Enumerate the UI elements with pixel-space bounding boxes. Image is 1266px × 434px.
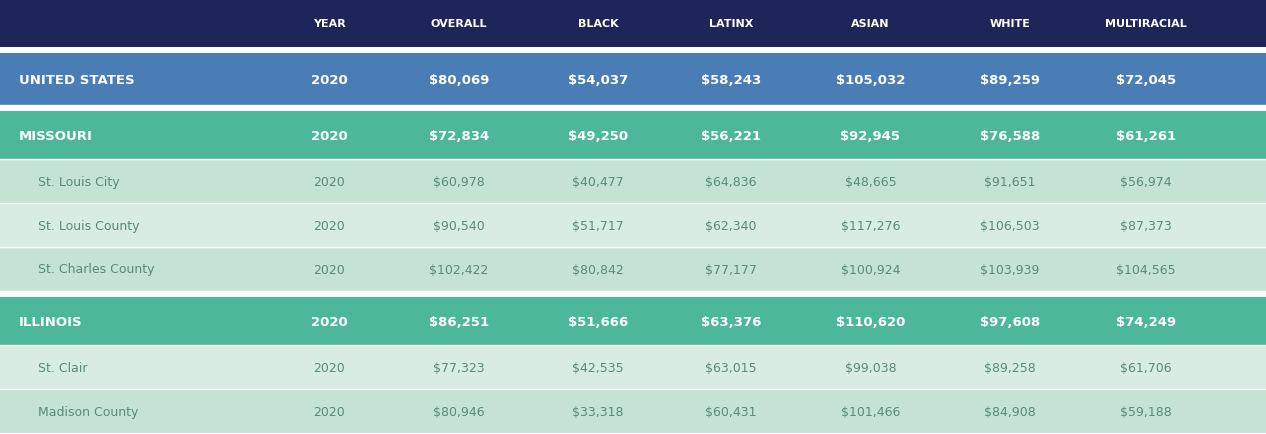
Text: St. Clair: St. Clair	[38, 361, 87, 374]
Bar	[0, 291, 1266, 297]
Text: $99,038: $99,038	[844, 361, 896, 374]
Text: $61,261: $61,261	[1115, 129, 1176, 142]
Text: $76,588: $76,588	[980, 129, 1039, 142]
Text: $110,620: $110,620	[836, 315, 905, 328]
Text: $101,466: $101,466	[841, 404, 900, 418]
Text: $80,946: $80,946	[433, 404, 485, 418]
Text: 2020: 2020	[313, 361, 346, 374]
Text: $63,015: $63,015	[705, 361, 757, 374]
Text: $89,258: $89,258	[984, 361, 1036, 374]
Text: $80,842: $80,842	[572, 263, 624, 276]
Text: $72,045: $72,045	[1115, 73, 1176, 86]
Text: St. Charles County: St. Charles County	[38, 263, 154, 276]
Bar	[0, 160, 1266, 204]
Text: MISSOURI: MISSOURI	[19, 129, 92, 142]
Text: $60,978: $60,978	[433, 175, 485, 188]
Text: $77,323: $77,323	[433, 361, 485, 374]
Text: $80,069: $80,069	[429, 73, 489, 86]
Text: $60,431: $60,431	[705, 404, 757, 418]
Bar	[0, 48, 1266, 54]
Text: 2020: 2020	[313, 175, 346, 188]
Bar	[0, 112, 1266, 160]
Text: $72,834: $72,834	[429, 129, 489, 142]
Text: $51,666: $51,666	[568, 315, 628, 328]
Text: UNITED STATES: UNITED STATES	[19, 73, 134, 86]
Bar	[0, 204, 1266, 247]
Text: WHITE: WHITE	[989, 19, 1031, 29]
Text: 2020: 2020	[313, 263, 346, 276]
Text: $87,373: $87,373	[1120, 219, 1171, 232]
Text: $117,276: $117,276	[841, 219, 900, 232]
Text: $89,259: $89,259	[980, 73, 1039, 86]
Text: 2020: 2020	[313, 219, 346, 232]
Text: Madison County: Madison County	[38, 404, 138, 418]
Text: St. Louis City: St. Louis City	[38, 175, 119, 188]
Text: $56,974: $56,974	[1120, 175, 1171, 188]
Text: $49,250: $49,250	[568, 129, 628, 142]
Text: $90,540: $90,540	[433, 219, 485, 232]
Text: $106,503: $106,503	[980, 219, 1039, 232]
Bar	[0, 389, 1266, 433]
Text: ASIAN: ASIAN	[851, 19, 890, 29]
Text: 2020: 2020	[310, 315, 348, 328]
Text: $61,706: $61,706	[1120, 361, 1171, 374]
Text: $56,221: $56,221	[701, 129, 761, 142]
Bar	[0, 345, 1266, 389]
Text: $42,535: $42,535	[572, 361, 624, 374]
Text: $58,243: $58,243	[701, 73, 761, 86]
Text: BLACK: BLACK	[577, 19, 619, 29]
Text: $97,608: $97,608	[980, 315, 1039, 328]
Text: $77,177: $77,177	[705, 263, 757, 276]
Bar	[0, 247, 1266, 291]
Text: 2020: 2020	[313, 404, 346, 418]
Text: $51,717: $51,717	[572, 219, 624, 232]
Text: ILLINOIS: ILLINOIS	[19, 315, 82, 328]
Text: $59,188: $59,188	[1120, 404, 1171, 418]
Text: $63,376: $63,376	[701, 315, 761, 328]
Text: $40,477: $40,477	[572, 175, 624, 188]
Text: $84,908: $84,908	[984, 404, 1036, 418]
Text: $74,249: $74,249	[1115, 315, 1176, 328]
Text: $64,836: $64,836	[705, 175, 757, 188]
Text: $48,665: $48,665	[844, 175, 896, 188]
Bar	[0, 54, 1266, 106]
Text: $62,340: $62,340	[705, 219, 757, 232]
Text: $33,318: $33,318	[572, 404, 624, 418]
Text: $105,032: $105,032	[836, 73, 905, 86]
Text: 2020: 2020	[310, 73, 348, 86]
Text: 2020: 2020	[310, 129, 348, 142]
Text: OVERALL: OVERALL	[430, 19, 487, 29]
Bar	[0, 106, 1266, 112]
Bar	[0, 297, 1266, 345]
Text: MULTIRACIAL: MULTIRACIAL	[1105, 19, 1186, 29]
Text: $102,422: $102,422	[429, 263, 489, 276]
Text: $86,251: $86,251	[429, 315, 489, 328]
Text: $100,924: $100,924	[841, 263, 900, 276]
Bar	[0, 0, 1266, 48]
Text: $54,037: $54,037	[568, 73, 628, 86]
Text: $92,945: $92,945	[841, 129, 900, 142]
Text: St. Louis County: St. Louis County	[38, 219, 139, 232]
Text: $91,651: $91,651	[984, 175, 1036, 188]
Text: LATINX: LATINX	[709, 19, 753, 29]
Text: $103,939: $103,939	[980, 263, 1039, 276]
Text: $104,565: $104,565	[1115, 263, 1176, 276]
Text: YEAR: YEAR	[313, 19, 346, 29]
